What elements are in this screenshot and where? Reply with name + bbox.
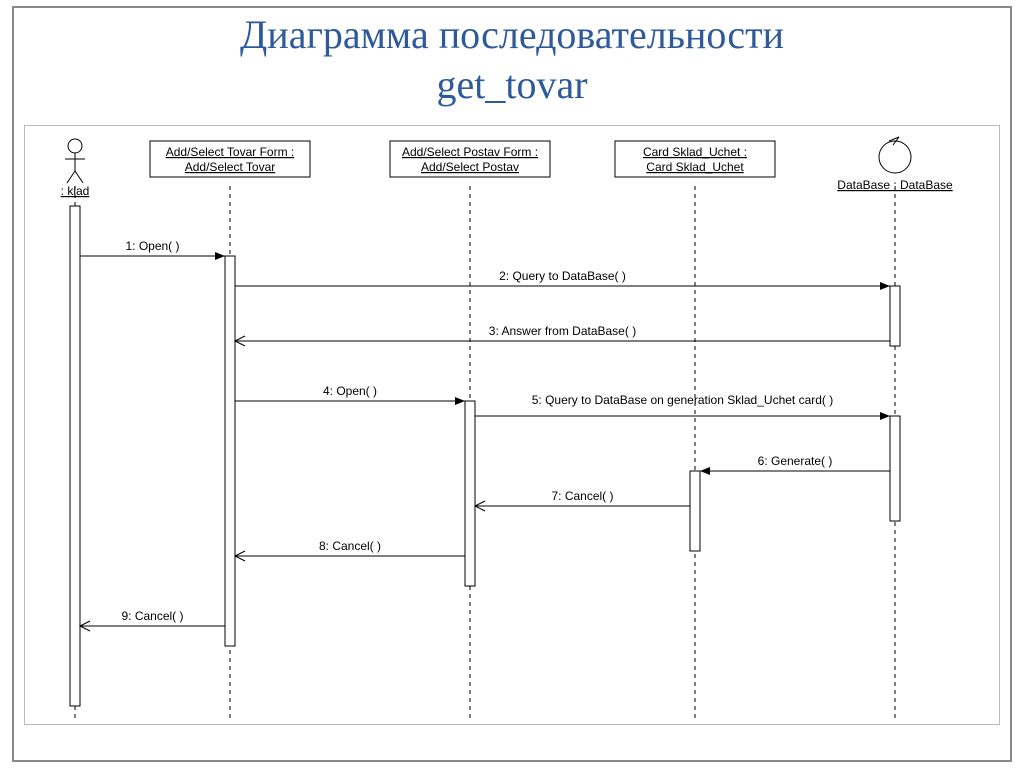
svg-text:Add/Select Postav Form :: Add/Select Postav Form : — [402, 145, 538, 159]
message-label: 9: Cancel( ) — [121, 609, 183, 623]
activation-bar — [70, 206, 80, 706]
title-line2: get_tovar — [436, 62, 587, 107]
message-label: 1: Open( ) — [125, 239, 179, 253]
svg-text:Card Sklad_Uchet: Card Sklad_Uchet — [646, 160, 744, 174]
message-label: 8: Cancel( ) — [319, 539, 381, 553]
sequence-diagram-frame: : kladAdd/Select Tovar Form :Add/Select … — [24, 125, 1000, 725]
title-line1: Диаграмма последовательности — [240, 12, 784, 57]
activation-bar — [890, 416, 900, 521]
slide-title: Диаграмма последовательности get_tovar — [0, 10, 1024, 110]
svg-text:Add/Select Tovar Form :: Add/Select Tovar Form : — [166, 145, 295, 159]
message-label: 7: Cancel( ) — [551, 489, 613, 503]
svg-text:Add/Select Postav: Add/Select Postav — [421, 160, 519, 174]
message-label: 3: Answer from DataBase( ) — [489, 324, 636, 338]
activation-bar — [225, 256, 235, 646]
message-label: 4: Open( ) — [323, 384, 377, 398]
svg-text:Add/Select Tovar: Add/Select Tovar — [185, 160, 276, 174]
svg-text:Card Sklad_Uchet :: Card Sklad_Uchet : — [643, 145, 747, 159]
activation-bar — [690, 471, 700, 551]
message-label: 6: Generate( ) — [758, 454, 833, 468]
sequence-diagram-svg: : kladAdd/Select Tovar Form :Add/Select … — [25, 126, 1001, 726]
activation-bar — [890, 286, 900, 346]
message-label: 2: Query to DataBase( ) — [499, 269, 626, 283]
activation-bar — [465, 401, 475, 586]
message-label: 5: Query to DataBase on generation Sklad… — [532, 393, 834, 407]
